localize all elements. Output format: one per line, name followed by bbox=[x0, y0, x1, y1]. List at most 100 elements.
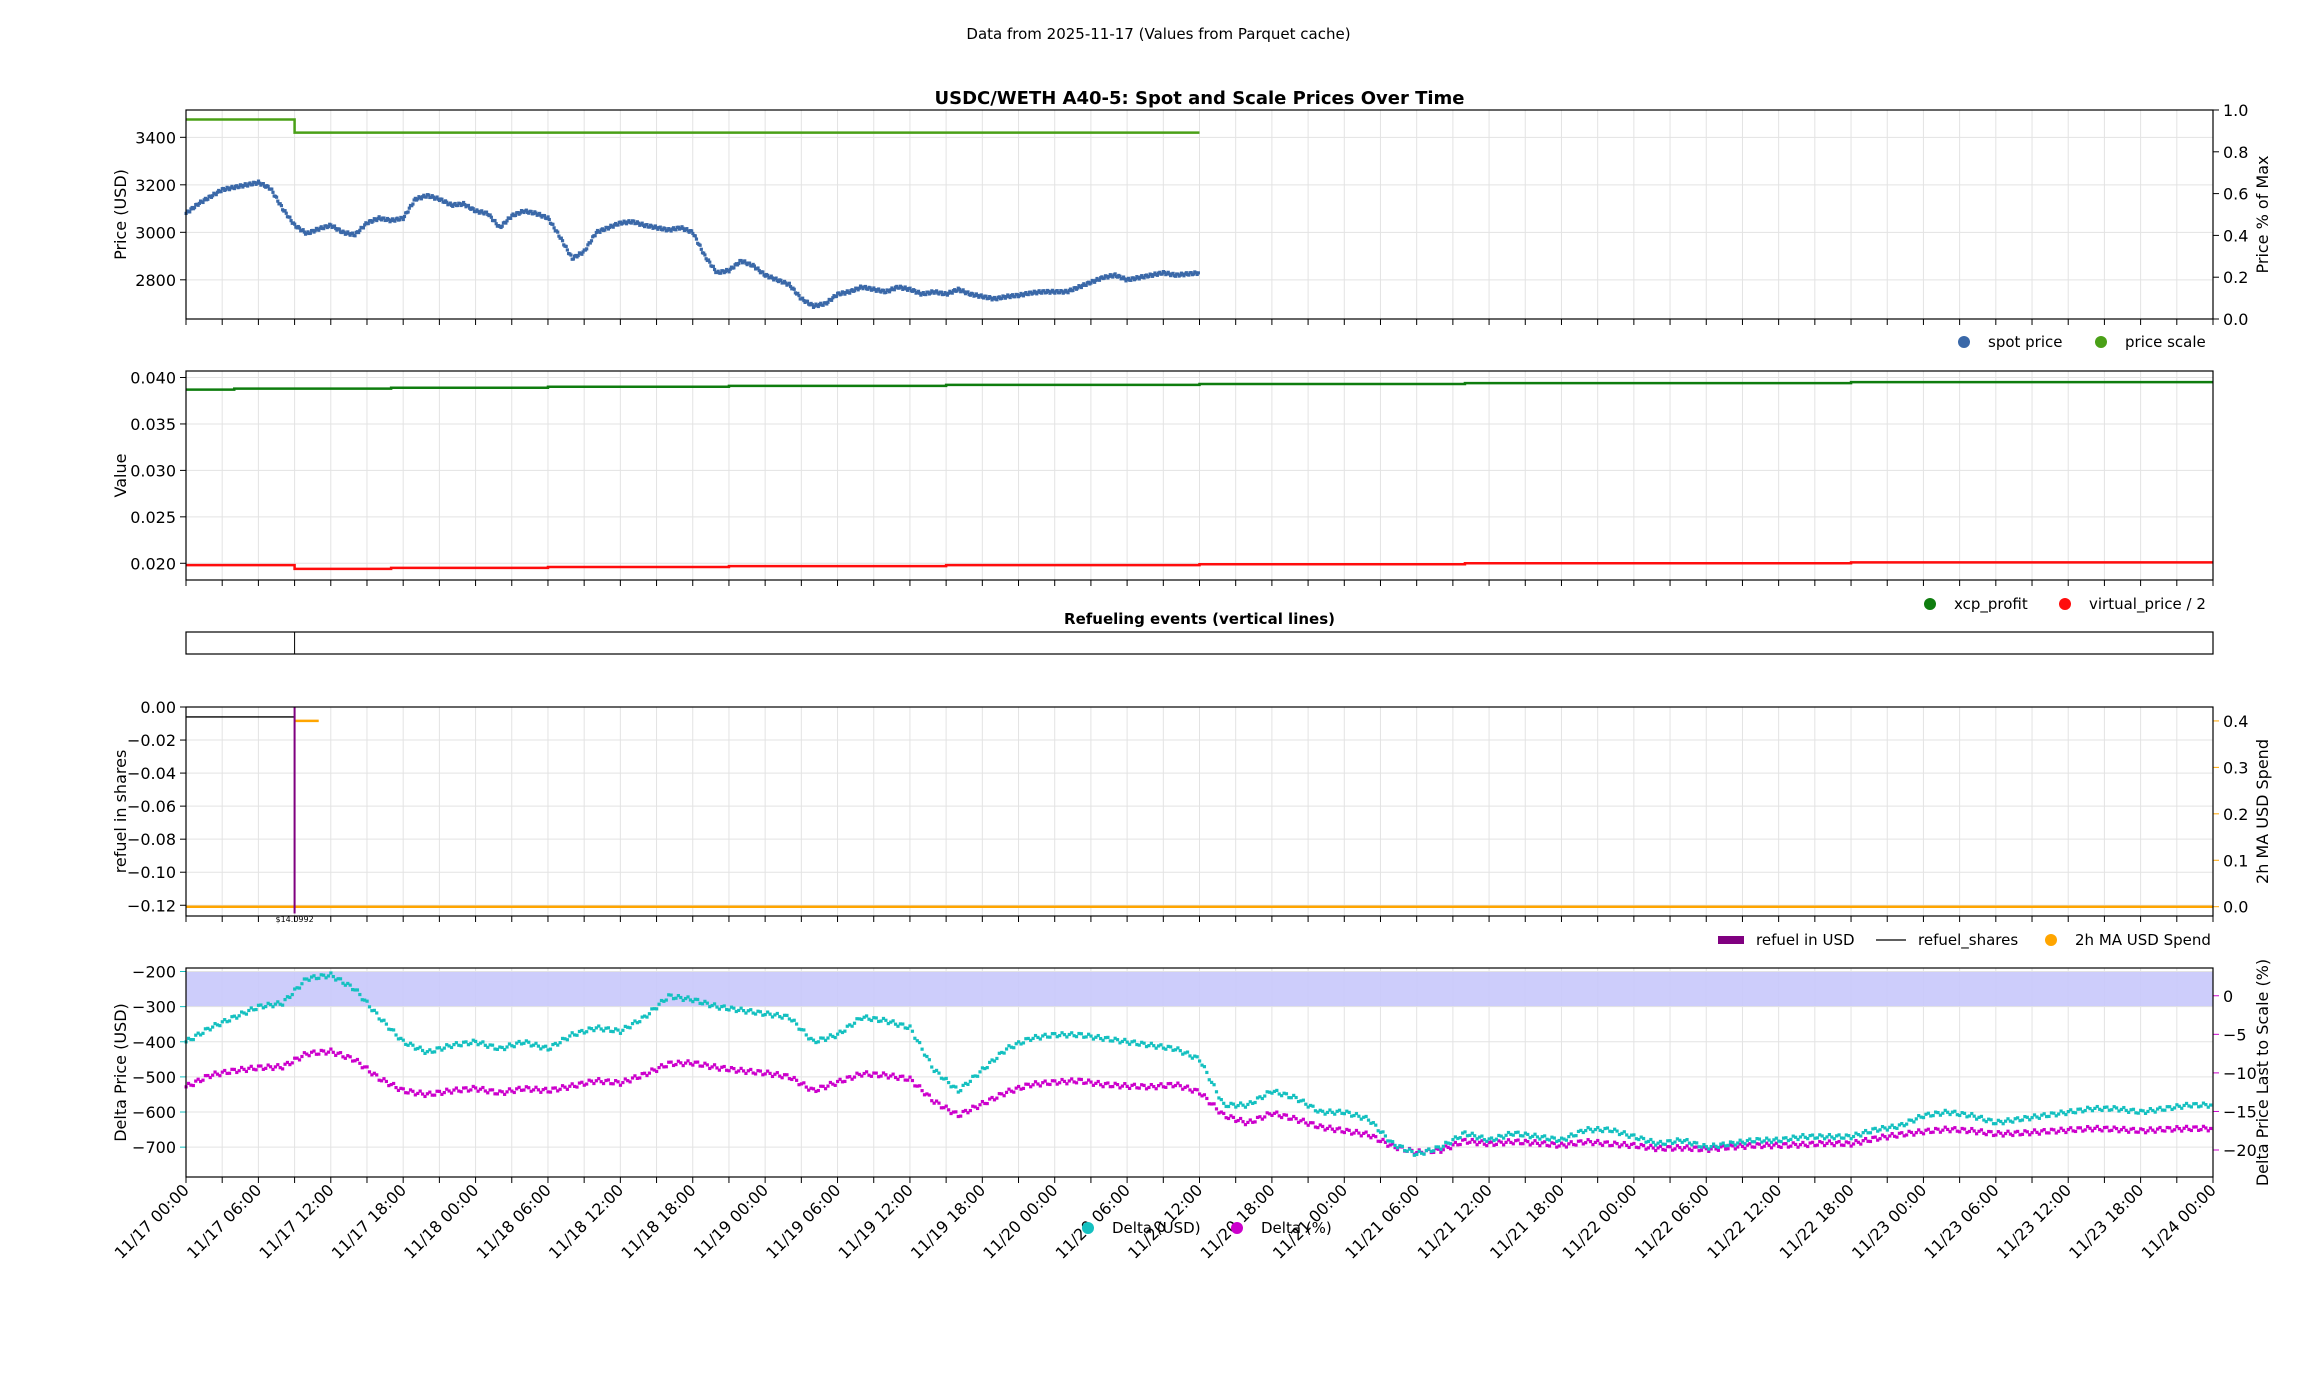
spot-price-point bbox=[588, 241, 592, 245]
delta-usd-point bbox=[268, 1002, 273, 1007]
x-tick-label: 11/17 18:00 bbox=[328, 1180, 410, 1262]
spot-price-point bbox=[653, 224, 658, 228]
delta-usd-point bbox=[874, 1016, 878, 1020]
delta-usd-point bbox=[961, 1083, 965, 1087]
delta-pct-point bbox=[1762, 1144, 1766, 1148]
delta-pct-point bbox=[1593, 1140, 1597, 1145]
delta-usd-point bbox=[662, 999, 666, 1003]
delta-usd-point bbox=[1868, 1131, 1873, 1135]
delta-usd-point bbox=[1743, 1142, 1747, 1146]
delta-usd-point bbox=[2163, 1108, 2167, 1112]
delta-usd-point bbox=[1185, 1050, 1190, 1054]
delta-pct-point bbox=[1511, 1142, 1515, 1146]
delta-pct-point bbox=[1716, 1148, 1721, 1152]
delta-usd-point bbox=[558, 1041, 562, 1045]
delta-pct-point bbox=[2023, 1129, 2027, 1133]
spot-price-point bbox=[214, 193, 218, 197]
delta-pct-point bbox=[1605, 1140, 1610, 1144]
delta-pct-point bbox=[413, 1093, 417, 1097]
delta-pct-point bbox=[348, 1055, 352, 1059]
delta-pct-point bbox=[676, 1059, 680, 1063]
spot-price-point bbox=[1182, 274, 1186, 278]
spot-price-point bbox=[547, 217, 551, 222]
delta-pct-point bbox=[1603, 1140, 1607, 1144]
delta-pct-point bbox=[544, 1086, 548, 1090]
delta-pct-point bbox=[1070, 1077, 1074, 1081]
delta-usd-point bbox=[1318, 1108, 1322, 1112]
delta-pct-point bbox=[1386, 1144, 1390, 1148]
delta-usd-point bbox=[2201, 1101, 2206, 1105]
delta-usd-point bbox=[1750, 1140, 1754, 1144]
delta-pct-point bbox=[1545, 1143, 1549, 1148]
delta-pct-point bbox=[1586, 1138, 1590, 1142]
delta-pct-point bbox=[512, 1090, 516, 1095]
delta-pct-point bbox=[198, 1079, 203, 1084]
delta-usd-point bbox=[452, 1042, 456, 1047]
spot-price-point bbox=[1152, 273, 1156, 277]
x-tick-label: 11/22 18:00 bbox=[1776, 1180, 1858, 1262]
delta-pct-point bbox=[2122, 1125, 2126, 1130]
delta-pct-point bbox=[1579, 1139, 1583, 1143]
delta-pct-point bbox=[749, 1067, 753, 1072]
delta-usd-point bbox=[1579, 1128, 1583, 1132]
delta-usd-point bbox=[1386, 1139, 1390, 1143]
delta-pct-point bbox=[1562, 1143, 1566, 1147]
delta-pct-point bbox=[312, 1049, 316, 1053]
delta-usd-point bbox=[891, 1019, 895, 1023]
delta-usd-point bbox=[445, 1043, 449, 1047]
delta-pct-point bbox=[867, 1073, 871, 1077]
delta-pct-point bbox=[235, 1070, 239, 1075]
delta-usd-point bbox=[753, 1012, 758, 1016]
delta-usd-point bbox=[1371, 1121, 1375, 1125]
delta-pct-point bbox=[1205, 1096, 1209, 1101]
delta-pct-point bbox=[2057, 1129, 2061, 1133]
spot-price-point bbox=[410, 204, 414, 208]
delta-usd-point bbox=[2112, 1105, 2116, 1109]
spot-price-point bbox=[1015, 293, 1020, 297]
delta-pct-point bbox=[954, 1110, 958, 1114]
delta-pct-point bbox=[1880, 1133, 1885, 1137]
spot-price-point bbox=[361, 226, 366, 230]
delta-usd-point bbox=[322, 973, 326, 977]
delta-usd-point bbox=[985, 1066, 989, 1070]
delta-pct-point bbox=[874, 1071, 878, 1075]
delta-usd-point bbox=[319, 973, 323, 977]
spot-price-point bbox=[463, 203, 467, 207]
delta-pct-point bbox=[515, 1087, 519, 1091]
delta-usd-point bbox=[399, 1036, 403, 1040]
delta-usd-point bbox=[1854, 1131, 1858, 1135]
delta-pct-point bbox=[240, 1065, 244, 1070]
spot-price-point bbox=[322, 227, 326, 231]
delta-pct-point bbox=[1808, 1141, 1812, 1145]
delta-usd-point bbox=[2122, 1105, 2126, 1110]
spot-price-point bbox=[1047, 289, 1051, 293]
delta-pct-point bbox=[1017, 1084, 1021, 1089]
delta-usd-point bbox=[1241, 1103, 1245, 1107]
delta-usd-point bbox=[1352, 1113, 1356, 1118]
delta-pct-point bbox=[1531, 1141, 1535, 1145]
delta-pct-point bbox=[1202, 1093, 1207, 1097]
delta-pct-point bbox=[674, 1062, 678, 1067]
spot-price-point bbox=[763, 274, 767, 278]
delta-pct-point bbox=[640, 1072, 644, 1076]
delta-usd-point bbox=[1625, 1133, 1629, 1137]
delta-pct-point bbox=[2076, 1126, 2080, 1130]
delta-pct-point bbox=[1584, 1141, 1588, 1145]
delta-pct-point bbox=[922, 1093, 927, 1097]
delta-usd-point bbox=[203, 1027, 208, 1031]
delta-pct-point bbox=[855, 1071, 859, 1075]
delta-usd-point bbox=[2155, 1107, 2160, 1111]
delta-usd-point bbox=[1369, 1121, 1373, 1125]
delta-pct-point bbox=[1861, 1139, 1865, 1143]
delta-usd-point bbox=[807, 1037, 811, 1041]
delta-pct-point bbox=[1345, 1127, 1349, 1132]
delta-pct-point bbox=[990, 1095, 994, 1100]
delta-pct-point bbox=[1458, 1142, 1462, 1147]
spot-price-point bbox=[429, 195, 433, 199]
delta-pct-point bbox=[845, 1075, 849, 1079]
delta-pct-point bbox=[2151, 1128, 2155, 1132]
delta-usd-point bbox=[2189, 1105, 2193, 1109]
delta-usd-point bbox=[1912, 1120, 1916, 1124]
spot-price-point bbox=[712, 267, 717, 272]
delta-pct-point bbox=[1967, 1129, 1971, 1134]
